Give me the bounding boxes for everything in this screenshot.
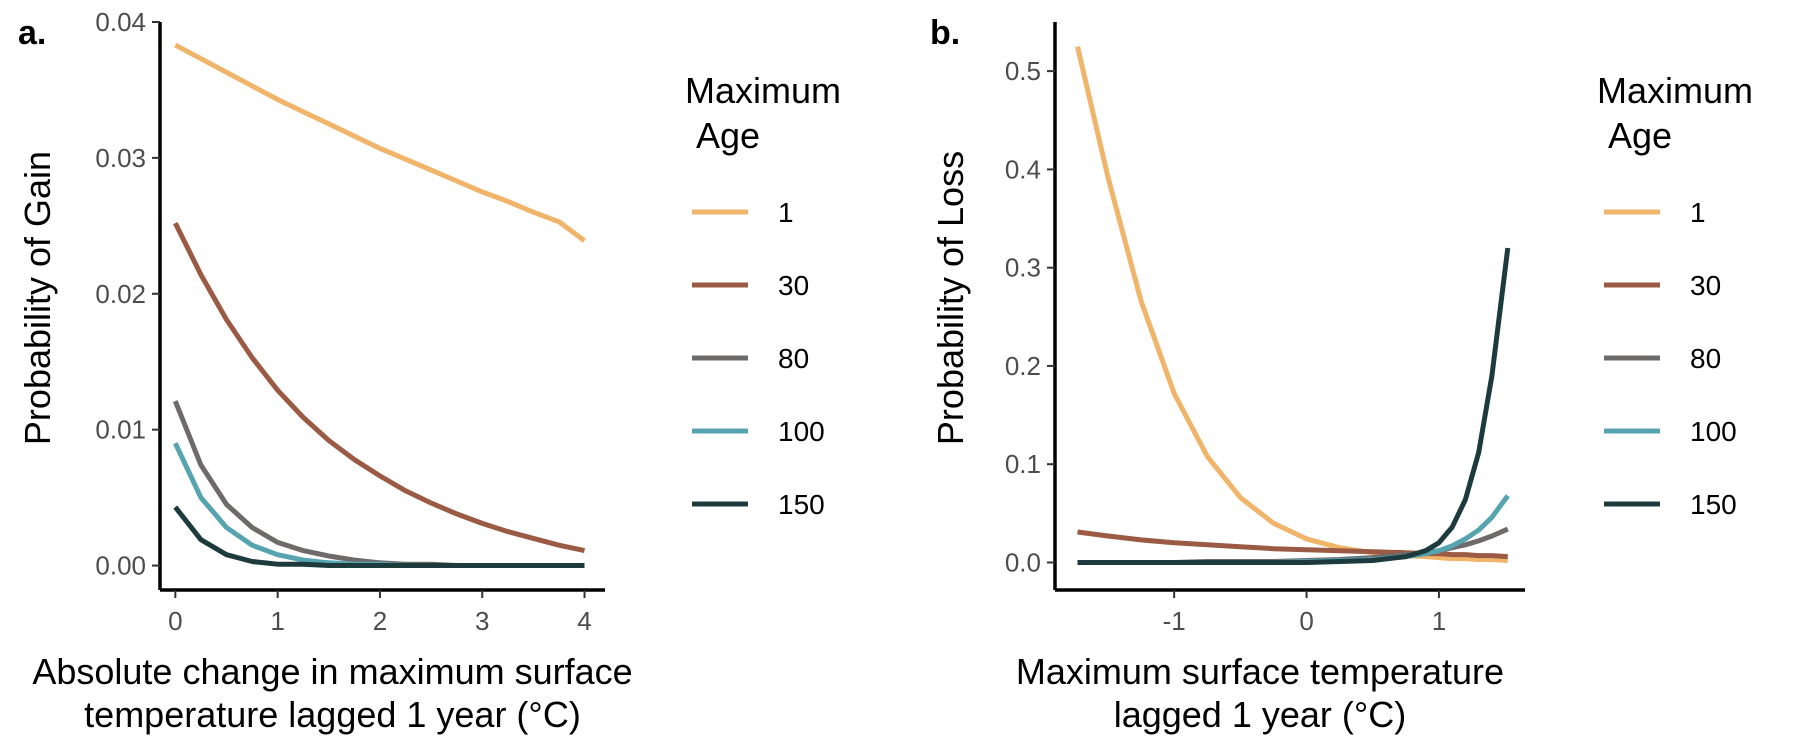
series-line-age-30 — [173, 221, 586, 554]
series-line-age-1 — [1075, 46, 1508, 563]
series-line-age-100 — [173, 442, 585, 568]
y-tick-label: 0.2 — [1005, 351, 1041, 381]
y-tick-label: 0.00 — [95, 551, 146, 581]
legend-label-age-100: 100 — [778, 416, 825, 447]
y-tick-label: 0.3 — [1005, 253, 1041, 283]
x-tick-label: 0 — [168, 606, 182, 636]
legend-title-line1: Maximum — [1597, 70, 1753, 111]
legend-label-age-150: 150 — [778, 489, 825, 520]
y-axis-title: Probability of Gain — [17, 151, 58, 445]
legend-label-age-80: 80 — [778, 343, 809, 374]
x-axis-title-line2: temperature lagged 1 year (°C) — [84, 694, 581, 735]
legend-label-age-80: 80 — [1690, 343, 1721, 374]
y-tick-label: 0.02 — [95, 279, 146, 309]
x-tick-label: 1 — [270, 606, 284, 636]
legend-label-age-100: 100 — [1690, 416, 1737, 447]
y-tick-label: 0.01 — [95, 415, 146, 445]
legend-title-line1: Maximum — [685, 70, 841, 111]
series-line-age-150 — [1077, 247, 1511, 565]
series-line-age-150 — [173, 505, 585, 568]
panel-label: a. — [18, 14, 46, 52]
legend-title-line2: Age — [1608, 115, 1672, 156]
y-tick-label: 0.1 — [1005, 449, 1041, 479]
y-tick-label: 0.0 — [1005, 547, 1041, 577]
y-tick-label: 0.4 — [1005, 154, 1041, 184]
x-tick-label: 3 — [475, 606, 489, 636]
x-tick-label: 4 — [577, 606, 591, 636]
x-axis-title-line2: lagged 1 year (°C) — [1114, 694, 1407, 735]
x-tick-label: 1 — [1432, 606, 1446, 636]
legend-title-line2: Age — [696, 115, 760, 156]
x-tick-label: 0 — [1299, 606, 1313, 636]
legend-label-age-30: 30 — [1690, 270, 1721, 301]
series-line-age-80 — [172, 400, 585, 568]
legend-label-age-30: 30 — [778, 270, 809, 301]
panel-a: a. 0.00 0.01 0.02 0.03 0.04 0 1 2 3 4 Probability o… — [17, 7, 841, 735]
x-tick-label: 2 — [373, 606, 387, 636]
y-tick-label: 0.04 — [95, 7, 146, 37]
legend-label-age-150: 150 — [1690, 489, 1737, 520]
legend-label-age-1: 1 — [1690, 197, 1706, 228]
y-tick-label: 0.5 — [1005, 56, 1041, 86]
y-axis-title: Probability of Loss — [930, 151, 971, 445]
y-tick-label: 0.03 — [95, 143, 146, 173]
x-axis-title-line1: Maximum surface temperature — [1016, 651, 1504, 692]
panel-b: b. 0.0 0.1 0.2 0.3 0.4 0.5 -1 0 1 Probability of L… — [930, 14, 1753, 735]
panel-label: b. — [930, 14, 960, 52]
series-line-age-1 — [174, 42, 586, 243]
x-tick-label: -1 — [1163, 606, 1186, 636]
x-axis-title-line1: Absolute change in maximum surface — [32, 651, 632, 692]
series-line-age-30 — [1077, 529, 1508, 560]
legend-label-age-1: 1 — [778, 197, 794, 228]
